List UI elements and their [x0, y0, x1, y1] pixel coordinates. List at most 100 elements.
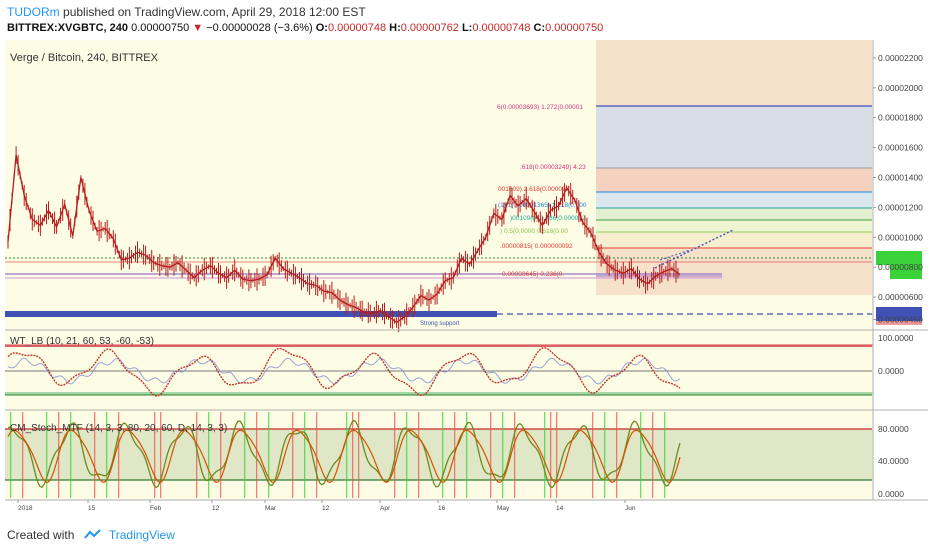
stoch-signal-bar — [490, 412, 492, 498]
stoch-signal-bar — [154, 412, 156, 498]
stoch-signal-bar — [160, 412, 162, 498]
wt-lower-band — [5, 392, 873, 395]
stoch-signal-bar — [208, 412, 210, 498]
price-series — [7, 146, 681, 333]
fib-level-band-lightgreen — [596, 220, 872, 232]
fib-label-4236: .618(0.00003249) 4.23 — [520, 164, 586, 171]
price-tick-7: 0.00000800 — [878, 262, 923, 272]
trendline-dotted-2 — [659, 249, 691, 261]
stoch-series — [7, 419, 681, 489]
price-tick-3: 0.00001600 — [878, 143, 923, 153]
wt-main-line — [7, 347, 681, 397]
low-label: L: — [461, 22, 473, 34]
stoch-signal-bar — [418, 412, 420, 498]
price-tick-1: 0.00002000 — [878, 83, 923, 93]
green-level-block-2 — [890, 265, 922, 279]
support-level-block — [876, 307, 922, 321]
price-axis: 0.00002200 0.00002000 0.00001800 0.00001600… — [873, 53, 923, 325]
wt-tick-0: 0.0000 — [878, 366, 904, 376]
author-link[interactable]: TUDORm — [7, 5, 60, 19]
stoch-signal-bar — [358, 412, 360, 498]
stoch-signal-bar — [220, 412, 222, 498]
stoch-signal-bar — [466, 412, 468, 498]
green-level-block — [876, 251, 922, 265]
fib-label-6: 6(0.00003693) 1.272(0.00001 — [497, 104, 583, 111]
created-with: Created with TradingView — [7, 528, 175, 543]
fib-level-band-yellow — [596, 232, 872, 248]
stoch-signal-bar — [268, 412, 270, 498]
chart-canvas[interactable]: Strong support 6(0.00003693) 1.272(0.000… — [0, 40, 932, 520]
published-text: published on TradingView.com, April 29, … — [63, 5, 366, 19]
tradingview-logo-icon[interactable] — [83, 529, 102, 543]
price-change: −0.00000028 (−3.6%) — [206, 22, 313, 34]
fib-label-2618: 001809) 2.618(0.00002 — [498, 186, 566, 193]
fib-label-0236: 0.00000645) 0.236(0. — [502, 271, 564, 278]
price-tick-0: 0.00002200 — [878, 53, 923, 63]
stoch-signal-bar — [514, 412, 516, 498]
stoch-signal-bar — [544, 412, 546, 498]
stoch-signal-bar — [550, 412, 552, 498]
stoch-title: CM_Stoch_MTF (14, 3, 3, 80, 20, 60, D, 1… — [10, 423, 227, 434]
price-tick-5: 0.00001200 — [878, 202, 923, 212]
stoch-signal-bar — [244, 412, 246, 498]
stoch-signal-bar — [640, 412, 642, 498]
publish-line: TUDORm published on TradingView.com, Apr… — [7, 5, 366, 19]
down-arrow-icon: ▼ — [192, 22, 204, 34]
strong-support-label: Strong support — [420, 321, 460, 327]
wt-series — [7, 347, 681, 397]
time-tick-1: 15 — [88, 505, 96, 512]
trendline-dotted — [654, 229, 734, 269]
stoch-signal-bar — [616, 412, 618, 498]
stoch-signal-bar — [304, 412, 306, 498]
time-tick-6: Apr — [380, 505, 391, 512]
time-tick-2: Feb — [150, 505, 162, 512]
wt-title: WT_LB (10, 21, 60, 53, -60, -53) — [10, 336, 154, 347]
stoch-signal-bar — [256, 412, 258, 498]
main-chart-title: Verge / Bitcoin, 240, BITTREX — [10, 52, 159, 64]
ticker-line: BITTREX:XVGBTC, 240 0.00000750 ▼ −0.0000… — [7, 22, 603, 34]
created-with-text: Created with — [7, 528, 75, 542]
price-tick-4: 0.00001400 — [878, 173, 923, 183]
time-tick-0: 2018 — [18, 505, 33, 512]
stoch-signal-bar — [442, 412, 444, 498]
time-tick-8: May — [497, 505, 510, 512]
wt-pane-background — [5, 330, 873, 410]
time-tick-10: Jun — [625, 505, 636, 512]
stoch-signal-bar — [10, 412, 12, 498]
stoch-tick-40: 40.0000 — [878, 456, 909, 466]
time-scale-background — [5, 500, 873, 518]
close-label: C: — [533, 22, 546, 34]
price-tick-6: 0.00001000 — [878, 232, 923, 242]
tradingview-brand-link[interactable]: TradingView — [108, 528, 175, 542]
stoch-signal-bar — [22, 412, 24, 498]
stoch-signal-bar — [406, 412, 408, 498]
stoch-signal-bar — [196, 412, 198, 498]
wt-tick-100: 100.0000 — [878, 333, 914, 343]
high-label: H: — [389, 22, 401, 34]
footer: Created with TradingView — [0, 520, 932, 550]
time-tick-9: 14 — [556, 505, 564, 512]
fib-level-band-green — [596, 208, 872, 220]
stoch-signal-bar — [70, 412, 72, 498]
fib-label-0382: .00000815( 0.000000092 — [500, 243, 573, 250]
fib-level-band-mid — [596, 168, 872, 192]
fib-level-band-top — [596, 106, 872, 168]
open-label: O: — [315, 22, 328, 34]
stoch-signal-bar — [106, 412, 108, 498]
stoch-signal-bar — [352, 412, 354, 498]
open-value: 0.00000748 — [327, 22, 387, 34]
stoch-signal-bar — [664, 412, 666, 498]
stoch-tick-0: 0.0000 — [878, 489, 904, 499]
stoch-d-line — [7, 429, 681, 484]
stoch-signal-bar — [94, 412, 96, 498]
low-value: 0.00000748 — [472, 22, 531, 34]
stoch-signal-bar — [502, 412, 504, 498]
stoch-signal-bar — [604, 412, 606, 498]
stoch-signal-bar — [394, 412, 396, 498]
time-axis: 2018 15 Feb 12 Mar 12 Apr 16 May 14 Jun — [17, 500, 636, 512]
stoch-signal-bar — [292, 412, 294, 498]
fib-label-05: ) 0.5(0.0000 0.618(0.00 — [500, 228, 568, 235]
strong-support-band — [5, 311, 497, 317]
stoch-signal-bar — [346, 412, 348, 498]
time-tick-4: Mar — [265, 505, 277, 512]
